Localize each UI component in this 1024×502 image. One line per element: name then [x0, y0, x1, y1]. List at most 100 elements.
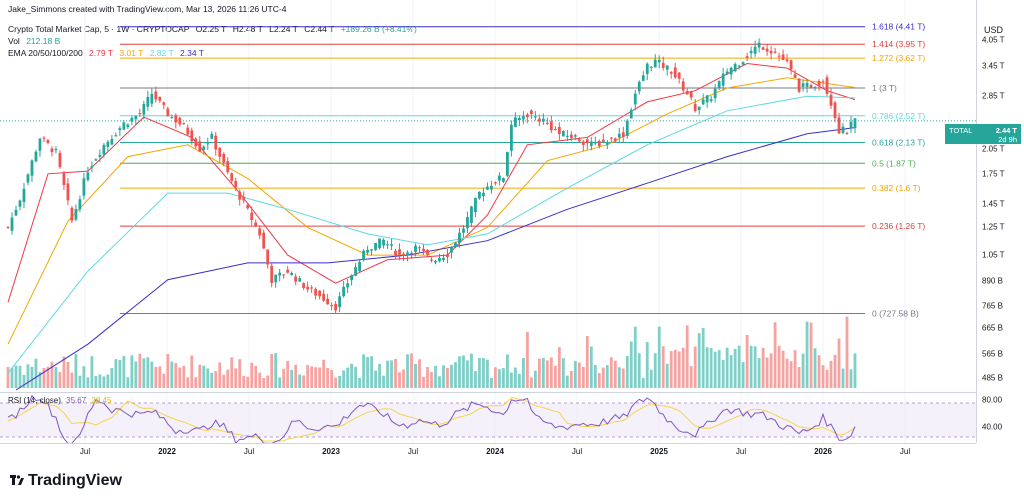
time-tick: 2026 — [814, 447, 832, 456]
volume-bars — [6, 316, 857, 388]
candle-body — [218, 147, 222, 157]
candle-body — [777, 55, 781, 57]
candle-body — [545, 122, 549, 124]
candle-body — [454, 242, 457, 248]
volume-bar — [202, 365, 206, 388]
volume-bar — [577, 362, 581, 388]
volume-bar — [545, 360, 549, 388]
candle-body — [797, 78, 801, 92]
candle-body — [86, 172, 90, 180]
volume-bar — [474, 371, 477, 388]
volume-bar — [769, 353, 773, 388]
volume-bar — [90, 356, 94, 388]
volume-bar — [478, 358, 481, 388]
volume-bar — [26, 364, 30, 388]
symbol-title: Crypto Total Market Cap, 5 · 1W · CRYPTO… — [8, 24, 190, 34]
fib-label: 0.618 (2.13 T) — [872, 138, 925, 148]
candle-body — [146, 96, 150, 107]
currency-label: USD — [984, 25, 1004, 35]
candle-body — [90, 165, 94, 168]
candle-body — [725, 71, 729, 75]
volume-bar — [122, 355, 126, 388]
candle-body — [709, 99, 713, 102]
candle-body — [849, 121, 853, 129]
price-axis[interactable] — [976, 0, 1024, 443]
candle-body — [521, 116, 525, 120]
tag-countdown: 2d 9h — [998, 135, 1017, 144]
fib-label: 0 (727.58 B) — [872, 309, 919, 319]
candle-body — [753, 46, 757, 54]
volume-bar — [510, 372, 513, 388]
ohlc-low: L2.24 T — [269, 24, 298, 34]
candle-body — [569, 134, 573, 139]
candle-body — [214, 135, 218, 150]
fib-label: 0.786 (2.52 T) — [872, 111, 925, 121]
volume-bar — [597, 373, 601, 388]
candle-body — [54, 148, 58, 151]
candle-body — [26, 174, 30, 183]
candle-body — [785, 59, 789, 62]
price-tick: 3.45 T — [982, 61, 1005, 71]
candle-body — [126, 124, 130, 128]
candle-body — [470, 206, 473, 223]
candle-body — [525, 114, 529, 118]
candle-body — [302, 283, 306, 289]
volume-bar — [334, 377, 338, 388]
price-chart[interactable]: 1.618 (4.41 T) 1.414 (3.95 T) 1.272 (3.62 … — [0, 0, 976, 443]
candle-body — [466, 217, 469, 229]
volume-bar — [645, 342, 649, 388]
candle-body — [561, 130, 565, 137]
candle-body — [426, 249, 429, 255]
volume-bar — [246, 376, 250, 388]
candle-body — [274, 274, 278, 283]
candle-body — [809, 85, 813, 88]
candle-body — [206, 143, 210, 145]
fib-label: 1.414 (3.95 T) — [872, 39, 925, 49]
volume-bar — [402, 369, 405, 388]
candle-body — [609, 137, 613, 139]
candle-body — [617, 133, 621, 138]
candle-body — [18, 200, 22, 207]
volume-bar — [86, 377, 90, 388]
volume-bar — [46, 366, 50, 388]
candle-body — [749, 50, 753, 54]
volume-bar — [813, 348, 817, 388]
candle-body — [330, 305, 334, 307]
volume-bar — [773, 322, 777, 388]
volume-bar — [817, 355, 821, 388]
candle-body — [142, 104, 146, 115]
volume-bar — [801, 353, 805, 388]
candle-body — [801, 83, 805, 87]
volume-bar — [665, 363, 669, 388]
ema-label: EMA 20/50/100/200 — [8, 48, 83, 58]
candle-body — [286, 269, 290, 273]
candle-body — [378, 238, 381, 249]
candle-body — [386, 244, 389, 246]
candle-body — [713, 88, 717, 99]
candle-body — [845, 132, 849, 134]
candle-body — [541, 118, 545, 122]
fib-label: 1.618 (4.41 T) — [872, 22, 925, 32]
volume-bar — [354, 366, 357, 388]
candle-body — [529, 110, 533, 115]
volume-bar — [821, 365, 825, 388]
candle-body — [150, 93, 154, 104]
volume-bar — [793, 350, 797, 388]
candle-body — [641, 75, 645, 81]
volume-bar — [737, 345, 741, 388]
volume-bar — [701, 327, 705, 388]
volume-bar — [38, 372, 42, 388]
candle-body — [338, 296, 342, 308]
volume-bar — [458, 356, 461, 388]
candle-body — [298, 278, 302, 282]
volume-bar — [94, 375, 98, 388]
candle-body — [805, 82, 809, 87]
time-axis[interactable] — [0, 443, 976, 460]
volume-bar — [50, 361, 54, 388]
volume-bar — [342, 370, 346, 388]
candle-body — [162, 102, 166, 105]
candle-body — [745, 56, 749, 58]
volume-bar — [466, 360, 469, 388]
candle-body — [813, 86, 817, 88]
volume-bar — [34, 358, 38, 388]
